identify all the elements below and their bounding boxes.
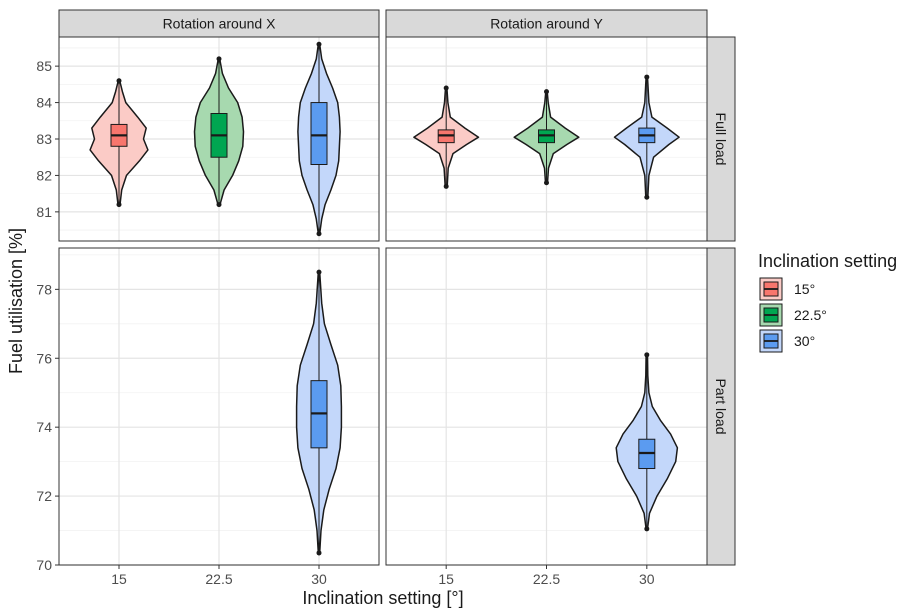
- y-tick-label: 70: [36, 557, 52, 573]
- legend-label: 30°: [794, 333, 815, 349]
- y-tick-label: 76: [36, 350, 52, 366]
- outlier-point: [316, 41, 322, 47]
- x-tick-label: 30: [311, 571, 327, 587]
- y-tick-label: 72: [36, 488, 52, 504]
- x-axis-title: Inclination setting [°]: [302, 588, 463, 608]
- facet-strip-side: [706, 36, 736, 242]
- outlier-point: [443, 183, 449, 189]
- panel-border: [385, 36, 708, 242]
- facet-strip-top: [58, 9, 380, 38]
- y-tick-label: 78: [36, 281, 52, 297]
- outlier-point: [544, 89, 549, 95]
- x-tick-label: 22.5: [205, 571, 232, 587]
- facet-strip-top: [385, 9, 708, 38]
- y-tick-label: 85: [36, 58, 52, 74]
- x-tick-label: 15: [438, 571, 454, 587]
- legend-title: Inclination setting: [758, 251, 897, 271]
- outlier-point: [116, 202, 122, 208]
- facet-label-row: Part load: [713, 378, 729, 434]
- outlier-point: [316, 231, 322, 237]
- y-tick-label: 74: [36, 419, 52, 435]
- box-30: [310, 102, 328, 165]
- facet-strip-side: [706, 247, 736, 566]
- y-tick-label: 82: [36, 167, 52, 183]
- y-tick-label: 81: [36, 204, 52, 220]
- legend-label: 22.5°: [794, 307, 827, 323]
- x-tick-label: 22.5: [533, 571, 560, 587]
- y-tick-label: 83: [36, 131, 52, 147]
- facet-label-column: Rotation around X: [163, 16, 277, 32]
- outlier-point: [644, 526, 650, 532]
- x-tick-label: 15: [111, 571, 127, 587]
- y-axis-title: Fuel utilisation [%]: [6, 228, 26, 374]
- legend-label: 15°: [794, 281, 815, 297]
- facet-label-column: Rotation around Y: [490, 16, 603, 32]
- outlier-point: [644, 194, 650, 200]
- outlier-point: [316, 269, 322, 275]
- outlier-point: [316, 550, 322, 556]
- y-tick-label: 84: [36, 95, 52, 111]
- outlier-point: [644, 74, 650, 80]
- outlier-point: [544, 180, 549, 186]
- outlier-point: [644, 352, 650, 358]
- outlier-point: [443, 85, 449, 91]
- outlier-point: [116, 78, 122, 84]
- outlier-point: [216, 202, 222, 208]
- x-tick-label: 30: [639, 571, 655, 587]
- facet-label-row: Full load: [713, 113, 729, 166]
- outlier-point: [216, 56, 222, 62]
